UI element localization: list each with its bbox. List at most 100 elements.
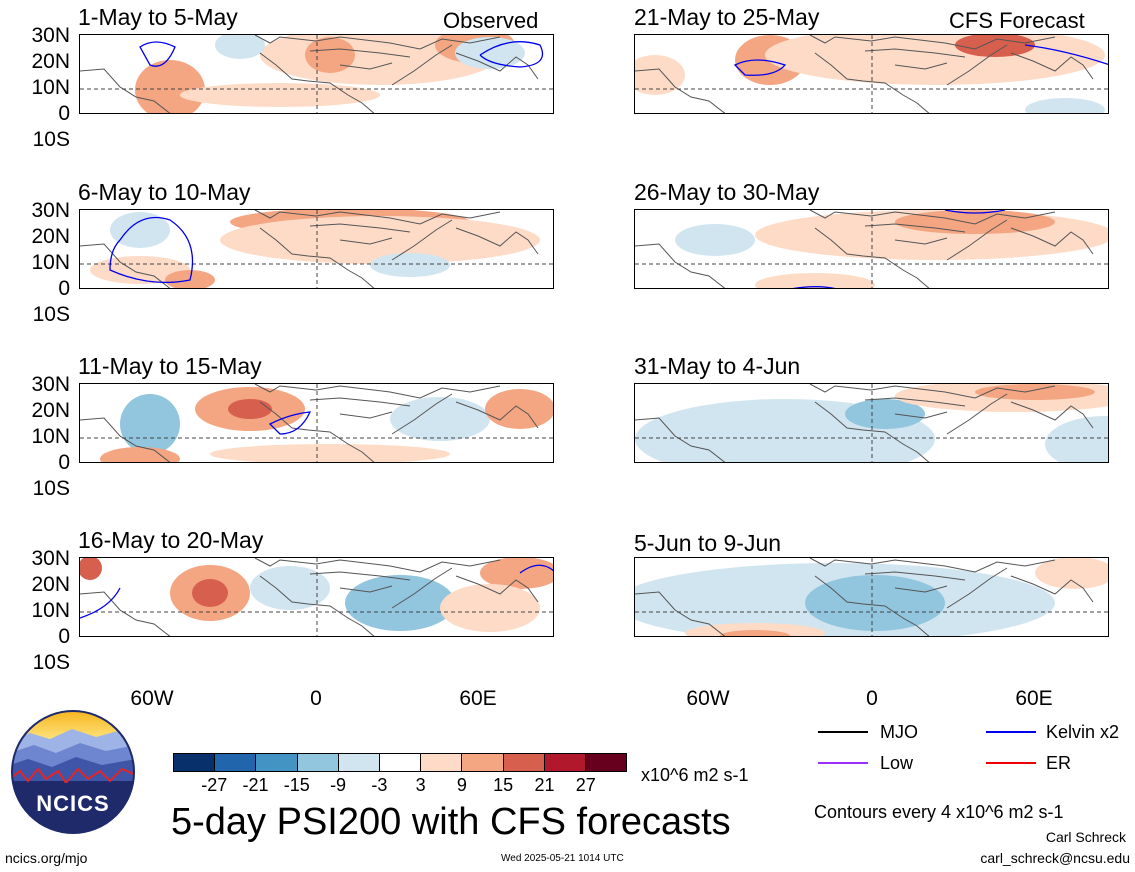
forecast-label: CFS Forecast <box>949 8 1085 33</box>
anomaly-shading <box>305 37 355 73</box>
anomaly-shading <box>485 389 553 429</box>
legend-label-mjo: MJO <box>880 722 918 742</box>
colorbar-swatch <box>214 754 256 771</box>
anomaly-shading <box>90 256 190 284</box>
lon-label-left-60e: 60E <box>459 687 497 710</box>
coastline <box>635 384 1094 462</box>
anomaly-shading <box>1045 416 1108 462</box>
kelvin-contour <box>944 210 1006 214</box>
map-field-left-4 <box>80 558 553 636</box>
lat-label: 10N <box>31 251 70 274</box>
coastline <box>80 558 539 636</box>
lon-label-right-0: 0 <box>866 687 878 710</box>
lat-label: 10N <box>31 76 70 99</box>
coastline <box>635 210 1094 288</box>
coastline <box>635 35 1094 113</box>
colorbar-tick-label: -9 <box>330 775 347 795</box>
legend-line-mjo <box>818 731 868 733</box>
map-field-left-2 <box>80 210 553 288</box>
map-field-right-1 <box>635 35 1108 113</box>
map-panel-left-1 <box>79 34 554 114</box>
anomaly-shading <box>210 444 450 462</box>
footer-email[interactable]: carl_schreck@ncsu.edu <box>980 850 1130 866</box>
lat-label: 20N <box>31 573 70 596</box>
panel-title-right-4: 5-Jun to 9-Jun <box>634 530 782 556</box>
coastline <box>80 35 539 113</box>
legend-label-kelvin: Kelvin x2 <box>1046 722 1120 742</box>
anomaly-shading <box>635 55 685 95</box>
lon-label-right-60e: 60E <box>1015 687 1053 710</box>
kelvin-contour <box>139 41 176 67</box>
coastline <box>80 210 539 288</box>
colorbar-tick-label: -15 <box>283 775 310 795</box>
lat-label: 10S <box>32 477 70 500</box>
lat-label: 10S <box>32 651 70 674</box>
colorbar-tick-label: 9 <box>456 775 467 795</box>
footer-author: Carl Schreck <box>1045 829 1126 845</box>
anomaly-shading <box>675 224 755 256</box>
anomaly-shading <box>120 394 180 454</box>
map-panel-right-3 <box>634 383 1109 463</box>
coastline <box>635 558 1094 636</box>
colorbar-swatch <box>461 754 503 771</box>
anomaly-shading <box>390 397 490 441</box>
panel-title-right-2: 26-May to 30-May <box>634 179 820 205</box>
colorbar-tick-label: -21 <box>242 775 269 795</box>
anomaly-shading <box>215 35 265 59</box>
kelvin-contour <box>792 286 836 288</box>
colorbar-tick-label: 27 <box>575 775 596 795</box>
lat-label: 30N <box>31 547 70 570</box>
anomaly-shading <box>1035 558 1108 589</box>
panel-title-right-3: 31-May to 4-Jun <box>634 353 801 379</box>
legend-label-er: ER <box>1046 753 1072 773</box>
anomaly-shading <box>805 575 945 631</box>
anomaly-shading <box>250 566 330 610</box>
lat-label: 30N <box>31 199 70 222</box>
map-panel-right-4 <box>634 557 1109 637</box>
anomaly-shading <box>720 630 790 636</box>
main-title: 5-day PSI200 with CFS forecasts <box>171 801 731 843</box>
lat-label: 20N <box>31 225 70 248</box>
anomaly-shading <box>370 253 450 277</box>
panel-title-left-1: 1-May to 5-May <box>78 4 238 30</box>
lon-label-left-60w: 60W <box>130 687 174 710</box>
lat-label: 20N <box>31 399 70 422</box>
anomaly-shading <box>755 273 875 288</box>
anomaly-shading <box>975 384 1095 400</box>
lat-label: 0 <box>58 625 70 648</box>
map-panel-left-2 <box>79 209 554 289</box>
lat-label: 30N <box>31 24 70 47</box>
map-panel-left-3 <box>79 383 554 463</box>
colorbar-tick-label: 21 <box>534 775 555 795</box>
panel-title-left-2: 6-May to 10-May <box>78 179 251 205</box>
lat-label: 10S <box>32 303 70 326</box>
kelvin-contour <box>479 41 544 68</box>
kelvin-contour <box>733 59 787 76</box>
colorbar-tick-label: 15 <box>493 775 514 795</box>
colorbar-swatch <box>296 754 338 771</box>
anomaly-shading <box>765 35 1105 85</box>
kelvin-contour <box>519 564 553 574</box>
anomaly-shading <box>228 399 272 419</box>
kelvin-contour <box>1024 44 1108 66</box>
map-field-right-3 <box>635 384 1108 462</box>
contour-note: Contours every 4 x10^6 m2 s-1 <box>814 802 1064 822</box>
colorbar-swatch <box>584 754 627 771</box>
lon-label-left-0: 0 <box>310 687 322 710</box>
anomaly-shading <box>1025 98 1105 113</box>
footer-site-link[interactable]: ncics.org/mjo <box>5 850 88 866</box>
colorbar-swatch <box>502 754 544 771</box>
footer-timestamp: Wed 2025-05-21 1014 UTC <box>501 853 624 864</box>
colorbar-swatch <box>174 754 215 771</box>
colorbar-swatch <box>255 754 297 771</box>
anomaly-shading <box>955 35 1035 57</box>
colorbar-swatch <box>543 754 585 771</box>
kelvin-contour <box>268 411 312 435</box>
map-field-left-1 <box>80 35 553 113</box>
anomaly-shading <box>455 37 525 69</box>
map-panel-right-2 <box>634 209 1109 289</box>
colorbar <box>173 753 627 772</box>
map-panel-right-1 <box>634 34 1109 114</box>
panel-title-left-3: 11-May to 15-May <box>78 353 262 379</box>
colorbar-units: x10^6 m2 s-1 <box>641 765 749 785</box>
